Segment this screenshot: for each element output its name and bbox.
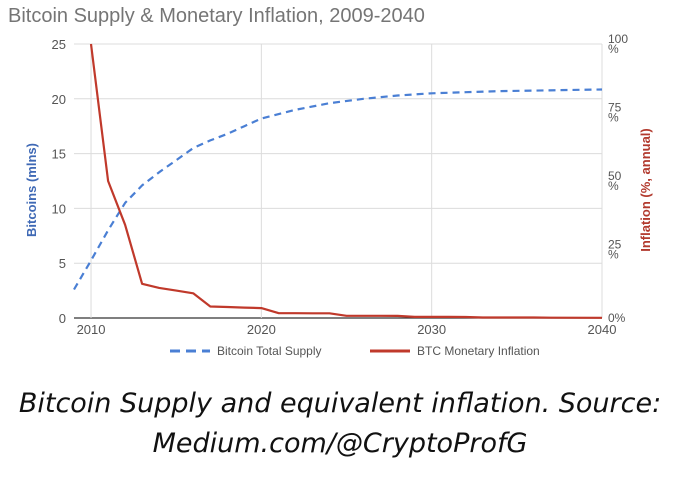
caption-line-2: Medium.com/@CryptoProfG <box>152 428 528 459</box>
y-right-tick-label-line: % <box>608 42 619 56</box>
y-left-tick-label: 20 <box>52 92 66 107</box>
y-right-tick-label-line: 100 <box>608 32 628 46</box>
left-axis: 0 5 10 15 20 25 <box>52 37 66 326</box>
y-right-tick-label-line: 25 <box>608 238 622 252</box>
y-left-tick-label: 10 <box>52 201 66 216</box>
y-right-tick-label: 100% <box>608 32 628 56</box>
y-right-tick-label: 0% <box>608 311 626 325</box>
y-right-tick-label: 50% <box>608 169 622 193</box>
y-right-tick-label-line: % <box>608 179 619 193</box>
y-right-tick-label-line: % <box>608 248 619 262</box>
x-tick-label: 2010 <box>77 322 106 337</box>
right-axis: 0%25 %50 %75 %100% <box>608 32 628 325</box>
y-left-tick-label: 15 <box>52 147 66 162</box>
series-line-2 <box>89 43 603 319</box>
y-axis-left-label: Bitcoins (mlns) <box>24 143 39 237</box>
grid <box>74 43 603 319</box>
legend-label-1: Bitcoin Total Supply <box>217 344 322 358</box>
x-tick-label: 2030 <box>417 322 446 337</box>
y-right-tick-label-line: % <box>608 111 619 125</box>
chart: Bitcoin Supply & Monetary Inflation, 200… <box>8 5 653 358</box>
y-right-tick-label-line: 0% <box>608 311 626 325</box>
x-axis: 2010 2020 2030 2040 <box>77 322 617 337</box>
y-right-tick-label: 25% <box>608 238 622 262</box>
y-left-tick-label: 25 <box>52 37 66 52</box>
y-left-tick-label: 5 <box>59 256 66 271</box>
legend: Bitcoin Total Supply BTC Monetary Inflati… <box>170 344 540 358</box>
chart-title: Bitcoin Supply & Monetary Inflation, 200… <box>8 5 425 27</box>
series-line-1 <box>73 88 603 291</box>
figure-caption: Bitcoin Supply and equivalent inflation.… <box>0 384 680 464</box>
series-layer <box>73 43 603 319</box>
caption-line-1: Bitcoin Supply and equivalent inflation.… <box>18 388 662 419</box>
y-right-tick-label: 75% <box>608 101 622 125</box>
y-axis-right-label: Inflation (%, annual) <box>638 128 653 252</box>
y-right-tick-label-line: 75 <box>608 101 622 115</box>
y-left-tick-label: 0 <box>59 311 66 326</box>
x-tick-label: 2040 <box>588 322 617 337</box>
x-tick-label: 2020 <box>247 322 276 337</box>
y-right-tick-label-line: 50 <box>608 169 622 183</box>
legend-label-2: BTC Monetary Inflation <box>417 344 540 358</box>
